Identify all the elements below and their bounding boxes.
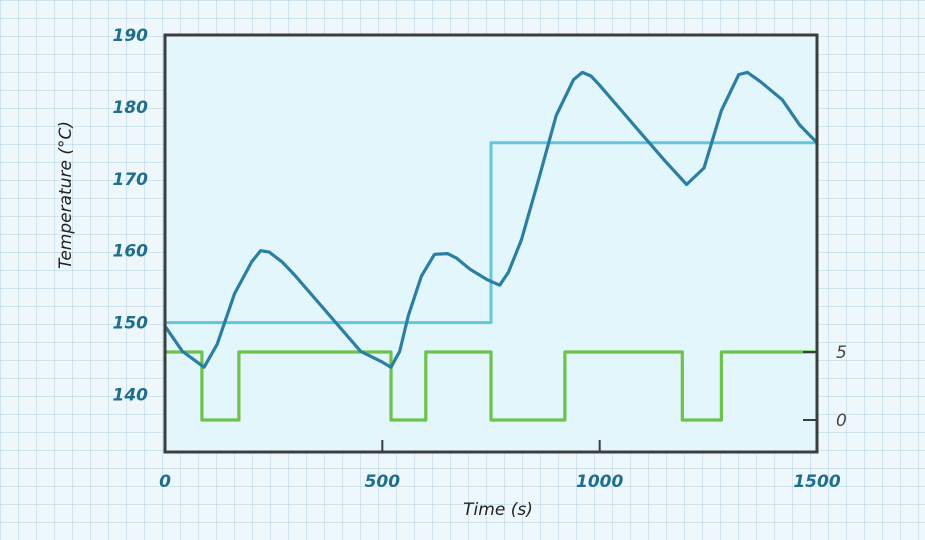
x-tick-label: 1500 <box>793 472 840 492</box>
y-axis-ticks: 140 150 160 170 180 190 <box>113 26 149 405</box>
x-axis-label: Time (s) <box>463 500 533 520</box>
y-tick-label: 180 <box>113 98 149 118</box>
x-tick-label: 500 <box>365 472 401 492</box>
y2-tick-label: 0 <box>836 411 847 431</box>
heater-line <box>163 350 819 422</box>
y-axis-label: Temperature (°C) <box>56 121 76 269</box>
y-tick-label: 170 <box>113 170 149 190</box>
x-tick-label: 1000 <box>576 472 623 492</box>
y-tick-label: 150 <box>113 314 149 334</box>
temperature-line <box>163 70 819 369</box>
plot-frame <box>163 33 819 454</box>
secondary-y-axis-ticks: 05 <box>836 343 847 431</box>
y-tick-label: 140 <box>113 385 149 405</box>
series-layer <box>163 70 819 422</box>
y-tick-label: 160 <box>113 242 149 262</box>
plot-border <box>163 33 819 454</box>
x-tick-label: 0 <box>159 472 171 492</box>
y2-tick-label: 5 <box>836 343 847 363</box>
y-tick-label: 190 <box>113 26 149 46</box>
setpoint-line <box>163 141 819 325</box>
x-axis-ticks: 0 500 1000 1500 <box>159 472 841 492</box>
